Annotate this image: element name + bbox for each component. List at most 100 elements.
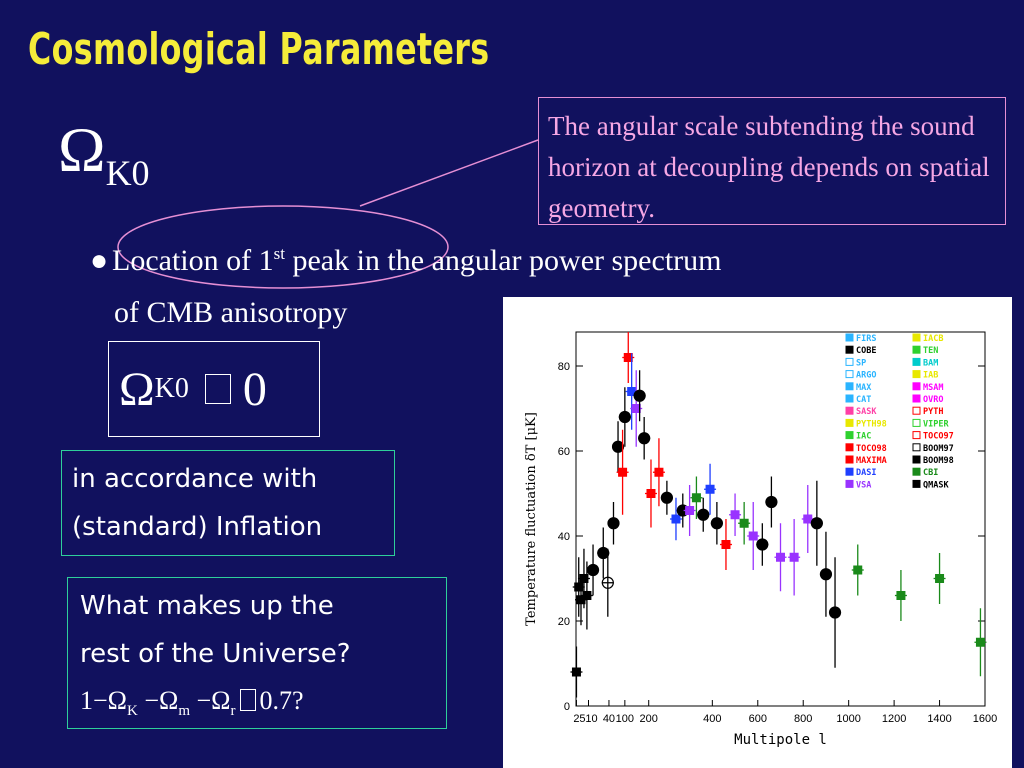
legend-label-22: BOOM97 [923,444,954,454]
bullet-sup: st [273,244,285,263]
data-point-13 [627,387,637,396]
formula-r-pre: −Ω [190,686,231,715]
data-point-20 [671,514,681,524]
approx-glyph-icon [239,689,256,711]
data-point-29 [739,518,749,528]
data-point-5 [586,563,600,577]
legend-marker-16 [912,370,921,379]
universe-formula: 1−ΩK −Ωm −Ωr 0.7? [80,678,434,734]
slide-title: Cosmological Parameters [28,24,490,75]
legend-label-6: SASK [856,407,877,417]
inflation-box: in accordance with (standard) Inflation [61,450,395,556]
data-point-17 [646,489,656,498]
data-point-34 [789,552,799,562]
legend-marker-25 [912,479,921,488]
data-point-19 [660,491,673,504]
data-point-38 [828,606,842,619]
legend-marker-20 [912,418,921,427]
legend-label-25: QMASK [923,480,949,490]
x-tick-label-11: 1600 [973,713,997,725]
data-point-6 [597,546,610,560]
relation-glyph-icon [204,374,231,404]
data-point-42 [975,637,985,647]
y-axis-label: Temperature fluctuation δT [μK] [524,412,539,626]
legend-marker-11 [845,467,854,476]
x-tick-label-6: 600 [749,713,767,725]
x-tick-label-0: 2 [573,713,579,725]
data-point-40 [896,591,906,600]
legend-label-4: MAX [856,383,871,393]
callout-line [359,139,539,207]
legend-marker-12 [845,479,854,488]
formula-start: 1−Ω [80,686,127,715]
data-point-39 [853,565,863,575]
data-point-26 [710,517,723,530]
legend-marker-21 [912,431,921,440]
omega-symbol: Ω [58,114,106,185]
data-point-2 [576,595,586,605]
legend-marker-5 [845,394,854,403]
data-point-0 [571,667,581,677]
data-point-37 [819,568,833,581]
legend-marker-15 [912,357,921,366]
legend-label-13: IACB [923,334,943,344]
data-point-3 [579,574,589,583]
plot-frame [575,331,986,707]
legend-marker-9 [845,443,854,452]
legend-label-9: TOCO98 [856,444,887,454]
legend-label-8: IAC [856,432,871,442]
data-point-11 [618,410,631,424]
x-tick-label-10: 1400 [927,713,951,725]
formula-sub-r: r [230,703,236,720]
legend-label-18: OVRO [923,395,943,405]
y-tick-label-4: 80 [558,361,570,373]
formula-end: 0.7? [259,686,304,715]
omega-subscript: K0 [105,153,150,193]
data-point-1 [574,582,584,592]
bullet-text-a: Location of 1 [112,244,274,277]
legend-marker-24 [912,467,921,476]
callout-box: The angular scale subtending the sound h… [538,97,1006,225]
legend-label-20: VIPER [923,419,949,429]
legend-marker-10 [845,455,854,464]
legend-marker-1 [845,345,854,354]
data-point-7 [601,576,614,589]
omega-k0-heading: ΩK0 [58,118,150,193]
bullet-text-b: peak in the angular power spectrum [284,244,722,277]
legend-label-5: CAT [856,395,871,405]
universe-line-1: What makes up the [80,591,334,621]
eq-subscript: K0 [154,373,189,404]
data-point-24 [697,508,710,521]
legend-label-17: MSAM [923,383,943,393]
x-tick-label-9: 1200 [882,713,906,725]
legend-marker-0 [845,333,854,342]
x-axis-label: Multipole l [734,732,827,748]
eq-omega: Ω [119,362,155,416]
y-tick-label-1: 20 [558,616,570,628]
legend-label-23: BOOM98 [923,456,954,466]
data-point-32 [765,495,778,509]
universe-line-2: rest of the Universe? [80,639,351,669]
legend-label-7: PYTH98 [856,419,887,429]
x-tick-label-5: 400 [703,713,721,725]
legend-marker-2 [845,357,854,366]
data-point-18 [654,467,664,477]
legend-label-11: DASI [856,468,876,478]
legend-marker-3 [845,370,854,379]
x-tick-label-3: 100 [616,713,634,725]
legend-label-10: MAXIMA [856,456,887,466]
y-tick-label-2: 40 [558,531,570,543]
data-point-16 [638,432,651,445]
legend-label-12: VSA [856,480,871,490]
legend-label-16: IAB [923,371,938,381]
legend-label-1: COBE [856,346,876,356]
legend-marker-23 [912,455,921,464]
data-point-14 [631,404,641,413]
data-point-15 [633,389,646,402]
legend-label-21: TOCO97 [923,432,954,442]
legend-label-24: CBI [923,468,938,478]
universe-box: What makes up the rest of the Universe? … [67,577,447,729]
data-point-31 [756,538,769,551]
legend-marker-17 [912,382,921,391]
data-point-10 [618,467,628,477]
